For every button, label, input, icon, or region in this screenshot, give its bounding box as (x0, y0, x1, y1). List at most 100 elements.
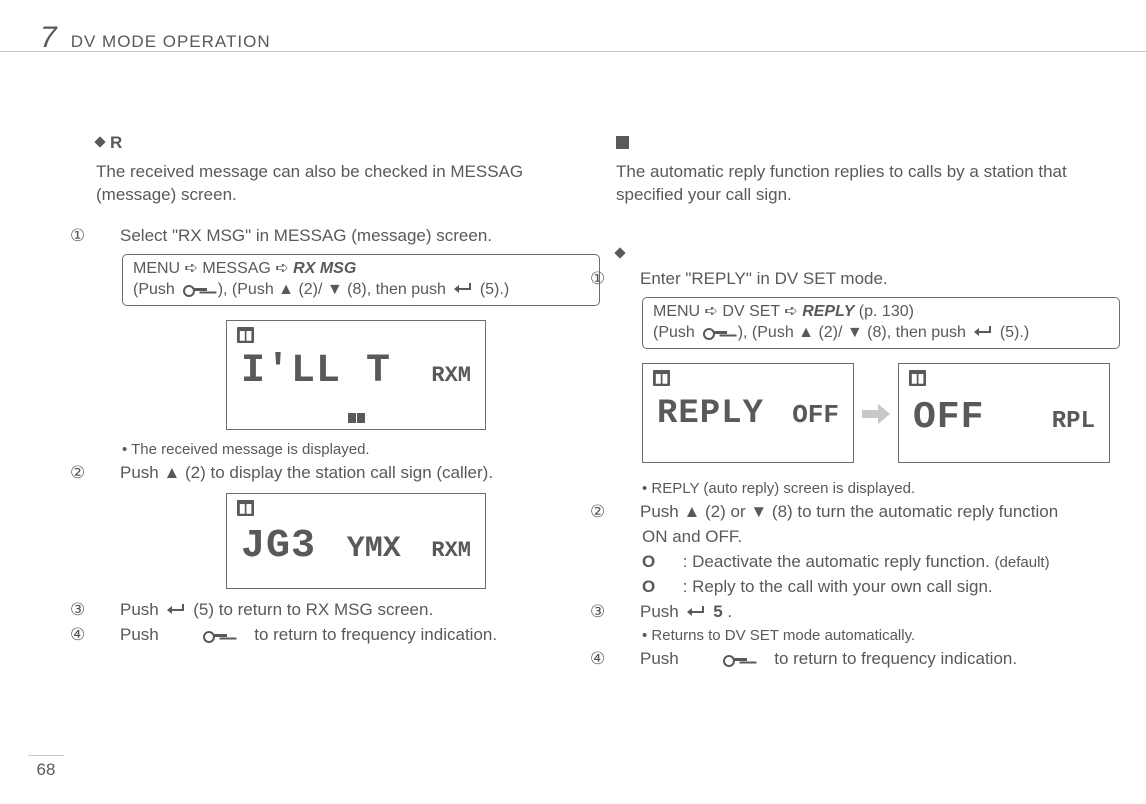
step-text: Push (120, 625, 159, 644)
option-def-1: O : Deactivate the automatic reply funct… (642, 551, 1120, 574)
step-1: ①Select "RX MSG" in MESSAG (message) scr… (96, 225, 600, 248)
step-text: Enter "REPLY" in DV SET mode. (640, 269, 888, 288)
page-number: 68 (28, 755, 64, 782)
step-2: ②Push ▲ (2) or ▼ (8) to turn the automat… (616, 501, 1120, 524)
lcd-small-text: RXM (431, 361, 471, 391)
key-icon (183, 283, 209, 295)
step-key: 5 (713, 602, 722, 621)
option-key: O (642, 552, 655, 571)
key-icon (703, 326, 729, 338)
lcd-indicator-icon: ▮▮ (653, 370, 670, 386)
step-text: to return to frequency indication. (254, 625, 497, 644)
menu-text: (Push (133, 281, 175, 298)
option-value: : Reply to the call with your own call s… (683, 577, 993, 596)
chapter-title: DV MODE OPERATION (71, 31, 271, 54)
lcd-small-text: RPL (1052, 406, 1095, 438)
step-text-cont: ON and OFF. (642, 526, 1120, 549)
step-text: to return to frequency indication. (774, 649, 1017, 668)
step-text: Select "RX MSG" in MESSAG (message) scre… (120, 226, 492, 245)
left-column: R The received message can also be check… (78, 132, 618, 673)
step-number: ③ (616, 601, 640, 624)
step-number: ② (96, 462, 120, 485)
lcd-screen-1: ▮▮ I'LL T RXM (226, 320, 486, 430)
lcd-indicator-icon: ▮▮ (237, 327, 254, 343)
step-text: Push (120, 600, 159, 619)
menu-text: (5).) (480, 281, 509, 298)
menu-line-1: MENU ➪ MESSAG ➪ RX MSG (133, 258, 589, 280)
menu-target: RX MSG (293, 260, 356, 277)
menu-line-2: (Push ), (Push ▲ (2)/ ▼ (8), then push (… (133, 279, 589, 301)
option-value: : Deactivate the automatic reply functio… (683, 552, 995, 571)
option-default: (default) (995, 554, 1050, 571)
enter-icon (168, 604, 184, 616)
menu-text: MENU ➪ MESSAG ➪ (133, 260, 293, 277)
step-bullet: • REPLY (auto reply) screen is displayed… (642, 479, 1120, 499)
chapter-number: 7 (40, 18, 57, 59)
page-header: 7 DV MODE OPERATION (0, 18, 1146, 52)
lcd-screen-b: ▮▮ OFF RPL (898, 363, 1110, 463)
step-text: Push ▲ (2) or ▼ (8) to turn the automati… (640, 502, 1058, 521)
intro-line-1: The automatic reply function replies to … (616, 161, 1120, 184)
right-column: The automatic reply function replies to … (598, 132, 1138, 673)
intro-text: The automatic reply function replies to … (616, 161, 1120, 207)
step-text: Push (640, 649, 679, 668)
lcd-indicator-icon: ▮▮ (909, 370, 926, 386)
menu-text: (p. 130) (854, 303, 914, 320)
step-1: ①Enter "REPLY" in DV SET mode. (616, 268, 1120, 291)
section-heading: R (96, 132, 600, 155)
square-icon (616, 136, 629, 149)
subsection-heading (616, 243, 1120, 266)
lcd-big-text: I'LL T (241, 345, 391, 399)
section-heading-text: R (110, 133, 122, 152)
step-3: ③Push 5 . (616, 601, 1120, 624)
menu-path-box: MENU ➪ MESSAG ➪ RX MSG (Push ), (Push ▲ … (122, 254, 600, 306)
menu-text: ), (Push ▲ (2)/ ▼ (8), then push (218, 281, 446, 298)
lcd-screen-a: ▮▮ REPLY OFF (642, 363, 854, 463)
section-heading (616, 132, 1120, 155)
diamond-icon (614, 247, 625, 258)
lcd-bottom-icon (227, 413, 485, 423)
menu-path-box: MENU ➪ DV SET ➪ REPLY (p. 130) (Push ), … (642, 297, 1120, 349)
step-number: ③ (96, 599, 120, 622)
step-number: ① (96, 225, 120, 248)
step-bullet: • Returns to DV SET mode automatically. (642, 626, 1120, 646)
menu-text: (Push (653, 324, 695, 341)
lcd-duo: ▮▮ REPLY OFF ▮▮ OFF RPL (642, 357, 1120, 471)
lcd-big-text: JG3 (241, 520, 316, 574)
option-key: O (642, 577, 655, 596)
diamond-icon (94, 136, 105, 147)
intro-text: The received message can also be checked… (96, 161, 600, 207)
step-text: Push ▲ (2) to display the station call s… (120, 463, 493, 482)
enter-icon (455, 283, 471, 295)
menu-line-1: MENU ➪ DV SET ➪ REPLY (p. 130) (653, 301, 1109, 323)
lcd-big-text: OFF (913, 392, 984, 443)
menu-line-2: (Push ), (Push ▲ (2)/ ▼ (8), then push (… (653, 322, 1109, 344)
menu-target: REPLY (802, 303, 854, 320)
menu-text: ), (Push ▲ (2)/ ▼ (8), then push (738, 324, 966, 341)
option-def-2: O : Reply to the call with your own call… (642, 576, 1120, 599)
step-text: . (727, 602, 732, 621)
intro-line-1: The received message can also be checked… (96, 161, 600, 184)
step-text: (5) to return to RX MSG screen. (193, 600, 433, 619)
menu-text: (5).) (1000, 324, 1029, 341)
lcd-small-text: RXM (431, 536, 471, 566)
key-icon (203, 629, 229, 641)
step-number: ④ (616, 648, 640, 671)
step-number: ② (616, 501, 640, 524)
arrow-right-icon (862, 404, 890, 424)
enter-icon (688, 606, 704, 618)
step-2: ②Push ▲ (2) to display the station call … (96, 462, 600, 485)
step-text: Push (640, 602, 679, 621)
key-icon (723, 653, 749, 665)
step-4: ④Push to return to frequency indication. (96, 624, 600, 647)
intro-line-2: specified your call sign. (616, 184, 1120, 207)
lcd-small-text: OFF (792, 398, 839, 433)
step-3: ③Push (5) to return to RX MSG screen. (96, 599, 600, 622)
intro-line-2: (message) screen. (96, 184, 600, 207)
step-number: ④ (96, 624, 120, 647)
step-4: ④Push to return to frequency indication. (616, 648, 1120, 671)
lcd-container: ▮▮ I'LL T RXM (226, 314, 600, 438)
lcd-big-text: REPLY (657, 392, 764, 438)
enter-icon (975, 326, 991, 338)
lcd-mid-text: YMX (347, 529, 401, 570)
